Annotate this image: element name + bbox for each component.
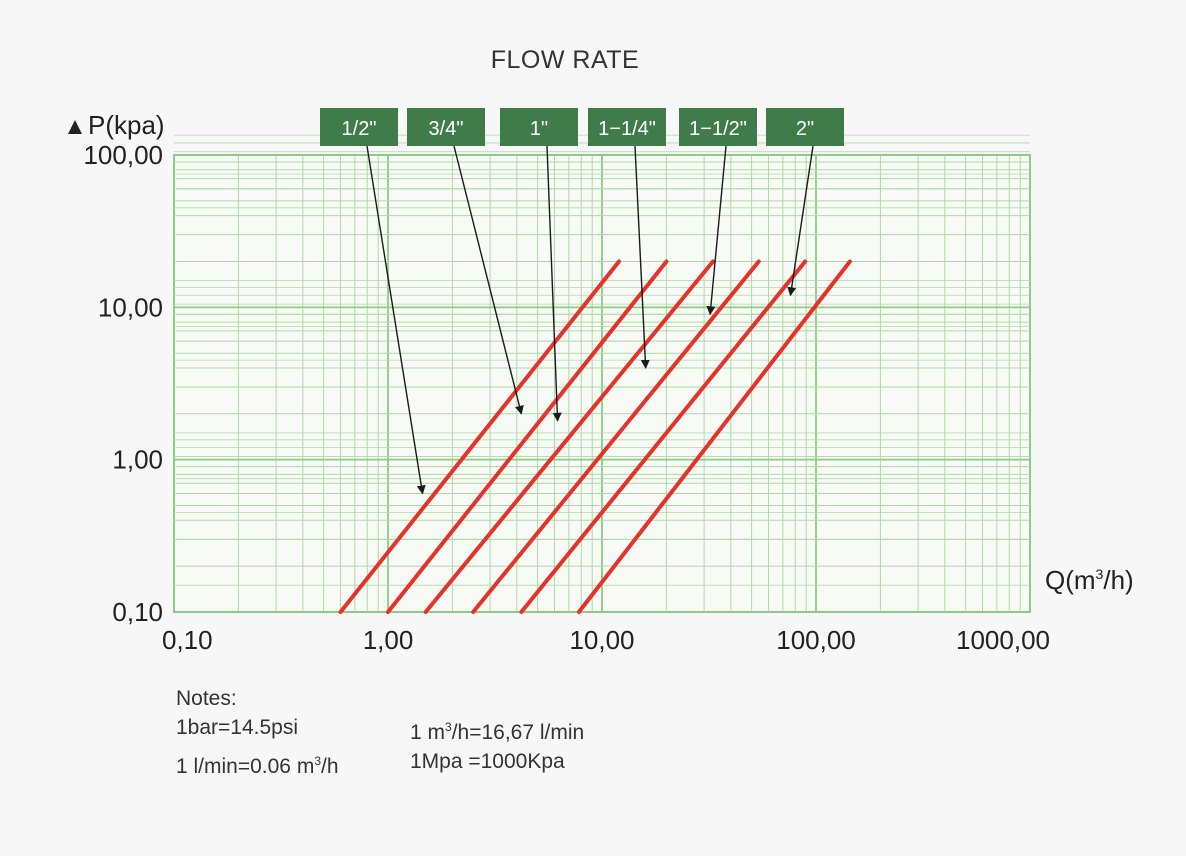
y-axis-label-text: P(kpa)	[88, 110, 165, 140]
x-axis-label: Q(m3/h)	[1045, 565, 1134, 595]
notes-row-2: 1 l/min=0.06 m3/h 1Mpa =1000Kpa	[176, 747, 584, 781]
legend-tag	[679, 108, 757, 146]
x-tick-label: 10,00	[569, 625, 634, 655]
arrow-pointer	[706, 145, 727, 316]
series-line	[471, 259, 761, 614]
y-tick-label: 0,10	[112, 597, 163, 627]
legend-tag-label: 2"	[796, 118, 814, 140]
series-line	[519, 259, 808, 614]
series-line	[338, 259, 621, 614]
note-bar-psi: 1bar=14.5psi	[176, 716, 299, 739]
notes-block: Notes: 1bar=14.5psi 1 m3/h=16,67 l/min 1…	[176, 684, 584, 781]
series-line	[423, 259, 715, 614]
y-tick-label: 100,00	[83, 140, 163, 170]
note-m3h-lmin: 1 m3/h=16,67 l/min	[410, 720, 585, 744]
legend-tag	[766, 108, 844, 146]
legend-tag	[500, 108, 578, 146]
notes-heading: Notes:	[176, 687, 237, 710]
note-lmin-m3h: 1 l/min=0.06 m3/h	[176, 754, 339, 778]
arrows-group	[366, 145, 814, 495]
chart-title: FLOW RATE	[491, 46, 639, 74]
legend-tag-label: 3/4"	[429, 118, 464, 140]
y-axis-label: P(kpa)	[68, 110, 165, 140]
triangle-up-icon	[68, 120, 82, 134]
series-line	[576, 259, 852, 614]
series-line	[386, 259, 669, 614]
legend-tag	[320, 108, 398, 146]
x-tick-label: 1,00	[363, 625, 414, 655]
arrow-pointer	[453, 145, 524, 415]
y-tick-label: 10,00	[98, 292, 163, 322]
legend-tag-label: 1−1/2"	[689, 118, 747, 140]
axis-ticks: 0,10 1,00 10,00 100,00 1000,00 0,10 1,00 10,00 1…	[83, 140, 1050, 655]
legend-tag-label: 1"	[530, 118, 548, 140]
note-mpa-kpa: 1Mpa =1000Kpa	[410, 750, 565, 773]
notes-row-1: 1bar=14.5psi 1 m3/h=16,67 l/min	[176, 713, 584, 747]
x-tick-label: 0,10	[162, 625, 213, 655]
legend-tags: 1/2" 3/4" 1" 1−1/4" 1−1/2" 2"	[320, 108, 844, 146]
arrow-pointer	[634, 145, 650, 369]
chart-grid	[173, 134, 1031, 613]
series-group	[338, 259, 852, 614]
y-tick-label: 1,00	[112, 445, 163, 475]
legend-tag-label: 1−1/4"	[598, 118, 656, 140]
arrow-pointer	[546, 145, 562, 422]
arrow-pointer	[787, 145, 814, 297]
x-tick-label: 100,00	[776, 625, 856, 655]
legend-tag	[588, 108, 666, 146]
legend-tag	[407, 108, 485, 146]
x-tick-label: 1000,00	[956, 625, 1050, 655]
arrow-pointer	[366, 145, 426, 495]
legend-tag-label: 1/2"	[342, 118, 377, 140]
